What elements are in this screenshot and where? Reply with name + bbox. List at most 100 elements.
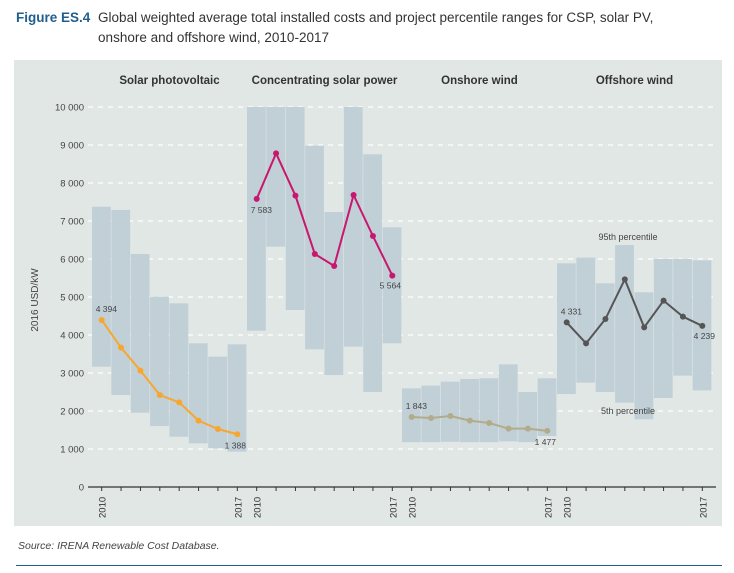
percentile-band xyxy=(130,253,150,413)
percentile-band xyxy=(324,211,344,376)
y-tick-label: 0 xyxy=(79,483,84,494)
value-label-first: 7 583 xyxy=(251,205,273,215)
data-point xyxy=(389,272,396,279)
data-point xyxy=(311,250,318,257)
data-point xyxy=(583,340,590,347)
x-tick-label: 2010 xyxy=(98,497,109,518)
data-point xyxy=(699,322,706,329)
percentile-band xyxy=(479,378,499,443)
percentile-band xyxy=(305,145,324,350)
figure-title-text: Global weighted average total installed … xyxy=(98,10,654,45)
data-point xyxy=(544,427,551,434)
percentile-band xyxy=(576,257,596,383)
data-point xyxy=(408,413,415,420)
value-label-last: 1 477 xyxy=(535,437,557,447)
percentile-band xyxy=(111,209,131,396)
percentile-band xyxy=(363,154,383,392)
x-tick-label: 2017 xyxy=(388,497,399,518)
percentile-band xyxy=(440,381,460,442)
data-point xyxy=(524,425,531,432)
panel-title: Offshore wind xyxy=(596,75,673,87)
data-point xyxy=(369,233,376,240)
y-tick-label: 1 000 xyxy=(60,445,84,456)
y-tick-label: 8 000 xyxy=(60,179,84,190)
data-point xyxy=(447,413,454,420)
x-tick-label: 2017 xyxy=(543,497,554,518)
annotation-95th: 95th percentile xyxy=(598,232,657,242)
data-point xyxy=(428,414,435,421)
panel-title: Concentrating solar power xyxy=(252,75,398,87)
x-tick-label: 2017 xyxy=(233,497,244,518)
percentile-band xyxy=(266,107,286,247)
y-tick-label: 7 000 xyxy=(60,217,84,228)
data-point xyxy=(234,431,241,438)
percentile-band xyxy=(343,107,363,347)
data-point xyxy=(137,367,144,374)
data-point xyxy=(292,192,299,199)
x-tick-label: 2010 xyxy=(563,497,574,518)
percentile-band xyxy=(595,283,615,392)
percentile-band xyxy=(150,296,169,427)
percentile-band xyxy=(247,107,266,331)
bottom-rule xyxy=(16,565,722,566)
data-point xyxy=(331,262,338,269)
y-tick-label: 6 000 xyxy=(60,255,84,266)
source-note: Source: IRENA Renewable Cost Database. xyxy=(18,540,220,552)
annotation-5th: 5th percentile xyxy=(601,406,655,416)
value-label-last: 4 239 xyxy=(694,331,716,341)
data-point xyxy=(602,316,609,323)
value-label-last: 5 564 xyxy=(380,281,402,291)
x-tick-label: 2010 xyxy=(408,497,419,518)
percentile-band xyxy=(188,343,208,444)
data-point xyxy=(98,317,105,324)
y-tick-label: 5 000 xyxy=(60,293,84,304)
data-point xyxy=(214,426,221,433)
percentile-band xyxy=(634,292,654,420)
percentile-band xyxy=(92,206,111,367)
data-point xyxy=(273,150,280,157)
y-axis-label: 2016 USD/kW xyxy=(30,268,41,332)
x-tick-label: 2017 xyxy=(698,497,709,518)
weighted-average-line xyxy=(255,150,394,277)
data-point xyxy=(156,392,163,399)
value-label-first: 1 843 xyxy=(406,401,428,411)
figure-title: Figure ES.4 Global weighted average tota… xyxy=(16,8,716,48)
data-point xyxy=(195,417,202,424)
percentile-band xyxy=(557,263,576,395)
value-label-first: 4 331 xyxy=(561,306,583,316)
percentile-band xyxy=(382,227,402,344)
y-tick-label: 9 000 xyxy=(60,141,84,152)
percentile-band xyxy=(285,107,305,310)
data-point xyxy=(253,195,260,202)
data-point xyxy=(505,425,512,432)
percentile-band xyxy=(537,378,557,437)
percentile-band xyxy=(615,245,634,403)
data-point xyxy=(350,192,357,199)
y-tick-label: 4 000 xyxy=(60,331,84,342)
panel-title: Solar photovoltaic xyxy=(119,75,220,87)
data-point xyxy=(563,319,570,326)
percentile-band xyxy=(460,379,479,443)
value-label-first: 4 394 xyxy=(96,304,118,314)
weighted-average-line xyxy=(100,319,238,436)
data-point xyxy=(679,313,686,320)
percentile-band xyxy=(227,344,247,452)
weighted-average-line xyxy=(565,276,703,345)
y-tick-label: 10 000 xyxy=(55,103,84,114)
percentile-band xyxy=(208,356,228,449)
weighted-average-line xyxy=(411,415,548,432)
x-tick-label: 2010 xyxy=(253,497,264,518)
data-point xyxy=(466,417,473,424)
y-tick-label: 2 000 xyxy=(60,407,84,418)
data-point xyxy=(660,297,667,304)
data-point xyxy=(486,420,493,427)
data-point xyxy=(621,276,628,283)
figure-label: Figure ES.4 xyxy=(16,10,91,25)
panel-title: Onshore wind xyxy=(441,75,518,87)
percentile-band xyxy=(498,364,518,442)
percentile-band xyxy=(653,259,673,399)
percentile-band xyxy=(518,392,538,443)
percentile-band xyxy=(421,385,441,443)
percentile-band xyxy=(169,303,189,437)
